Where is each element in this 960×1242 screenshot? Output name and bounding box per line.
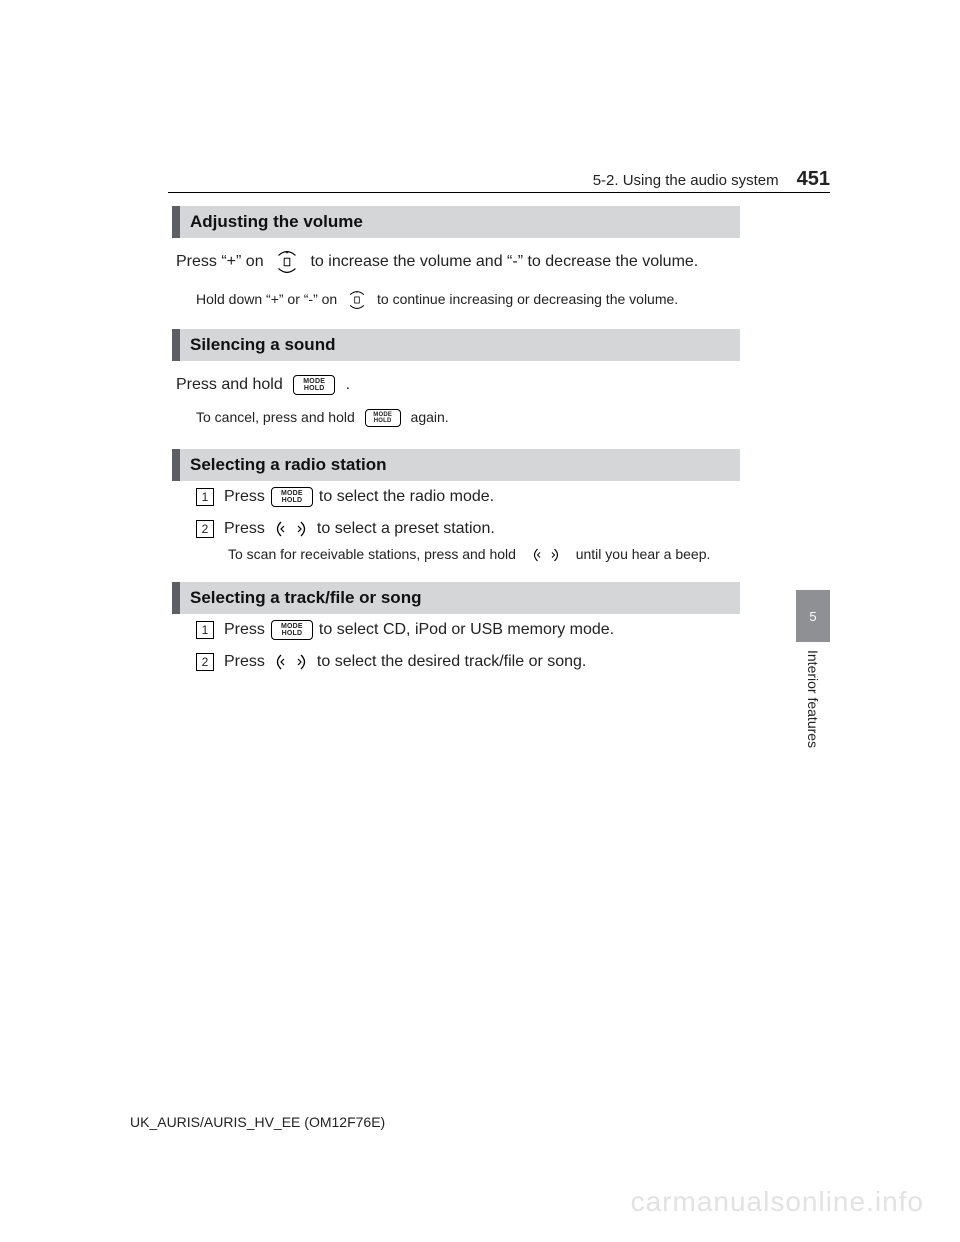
radio-step-1: 1 Press MODE HOLD to select the radio mo… (172, 481, 740, 507)
step-number-box: 2 (196, 520, 214, 538)
mode-button-icon: MODE HOLD (271, 487, 313, 507)
seek-rocker-icon (271, 519, 311, 539)
section-heading-track: Selecting a track/file or song (172, 582, 740, 614)
header-page-number: 451 (797, 168, 830, 191)
text-fragment: Hold down “+” or “-” on (196, 291, 341, 307)
step-number-box: 1 (196, 621, 214, 639)
text-fragment: Press (224, 520, 265, 538)
text-fragment: Press “+” on (176, 253, 268, 270)
page-header: 5-2. Using the audio system 451 (168, 168, 830, 191)
svg-text:-: - (286, 270, 288, 276)
text-fragment: To scan for receivable stations, press a… (228, 546, 520, 562)
volume-subtext: Hold down “+” or “-” on + - to continue … (172, 285, 740, 313)
track-step-1: 1 Press MODE HOLD to select CD, iPod or … (172, 614, 740, 640)
chapter-side-label-text: Interior features (805, 650, 821, 748)
text-fragment: Press (224, 653, 265, 671)
text-fragment: to select the radio mode. (319, 488, 494, 506)
silence-paragraph: Press and hold MODE HOLD . (172, 361, 740, 402)
text-fragment: to select the desired track/file or song… (317, 653, 586, 671)
text-fragment: To cancel, press and hold (196, 409, 359, 425)
section-heading-radio: Selecting a radio station (172, 449, 740, 481)
header-divider (168, 192, 830, 193)
seek-rocker-icon (271, 652, 311, 672)
radio-step-2: 2 Press to select a preset station. (172, 513, 740, 539)
page-content: Adjusting the volume Press “+” on + - to… (172, 206, 740, 672)
chapter-side-label: Interior features (796, 650, 830, 830)
track-step-2: 2 Press to select the desired track/file… (172, 646, 740, 672)
header-section-label: 5-2. Using the audio system (593, 172, 779, 189)
text-fragment: Press (224, 621, 265, 639)
text-fragment: to increase the volume and “-” to decrea… (310, 253, 698, 270)
mode-button-icon: MODE HOLD (271, 620, 313, 640)
text-fragment: to continue increasing or decreasing the… (377, 291, 678, 307)
text-fragment: . (346, 376, 350, 393)
watermark-text: carmanualsonline.info (631, 1186, 924, 1218)
text-fragment: again. (411, 409, 449, 425)
text-fragment: to select CD, iPod or USB memory mode. (319, 621, 614, 639)
volume-rocker-icon: + - (347, 287, 367, 313)
text-fragment: to select a preset station. (317, 520, 495, 538)
silence-subtext: To cancel, press and hold MODE HOLD agai… (172, 403, 740, 431)
radio-subtext: To scan for receivable stations, press a… (172, 539, 740, 567)
section-heading-silence: Silencing a sound (172, 329, 740, 361)
step-number-box: 2 (196, 653, 214, 671)
section-heading-volume: Adjusting the volume (172, 206, 740, 238)
text-fragment: Press (224, 488, 265, 506)
svg-text:+: + (285, 250, 288, 256)
svg-text:+: + (356, 290, 359, 295)
chapter-tab: 5 (796, 590, 830, 642)
volume-paragraph: Press “+” on + - to increase the volume … (172, 238, 740, 279)
step-number-box: 1 (196, 488, 214, 506)
seek-rocker-icon (529, 546, 563, 563)
text-fragment: Press and hold (176, 376, 287, 393)
manual-page: 5-2. Using the audio system 451 Adjustin… (0, 0, 960, 1242)
mode-button-icon: MODE HOLD (365, 409, 401, 427)
footer-document-code: UK_AURIS/AURIS_HV_EE (OM12F76E) (130, 1114, 385, 1130)
mode-button-icon: MODE HOLD (293, 375, 335, 395)
chapter-number: 5 (809, 609, 816, 624)
text-fragment: until you hear a beep. (576, 546, 711, 562)
volume-rocker-icon: + - (274, 246, 300, 278)
